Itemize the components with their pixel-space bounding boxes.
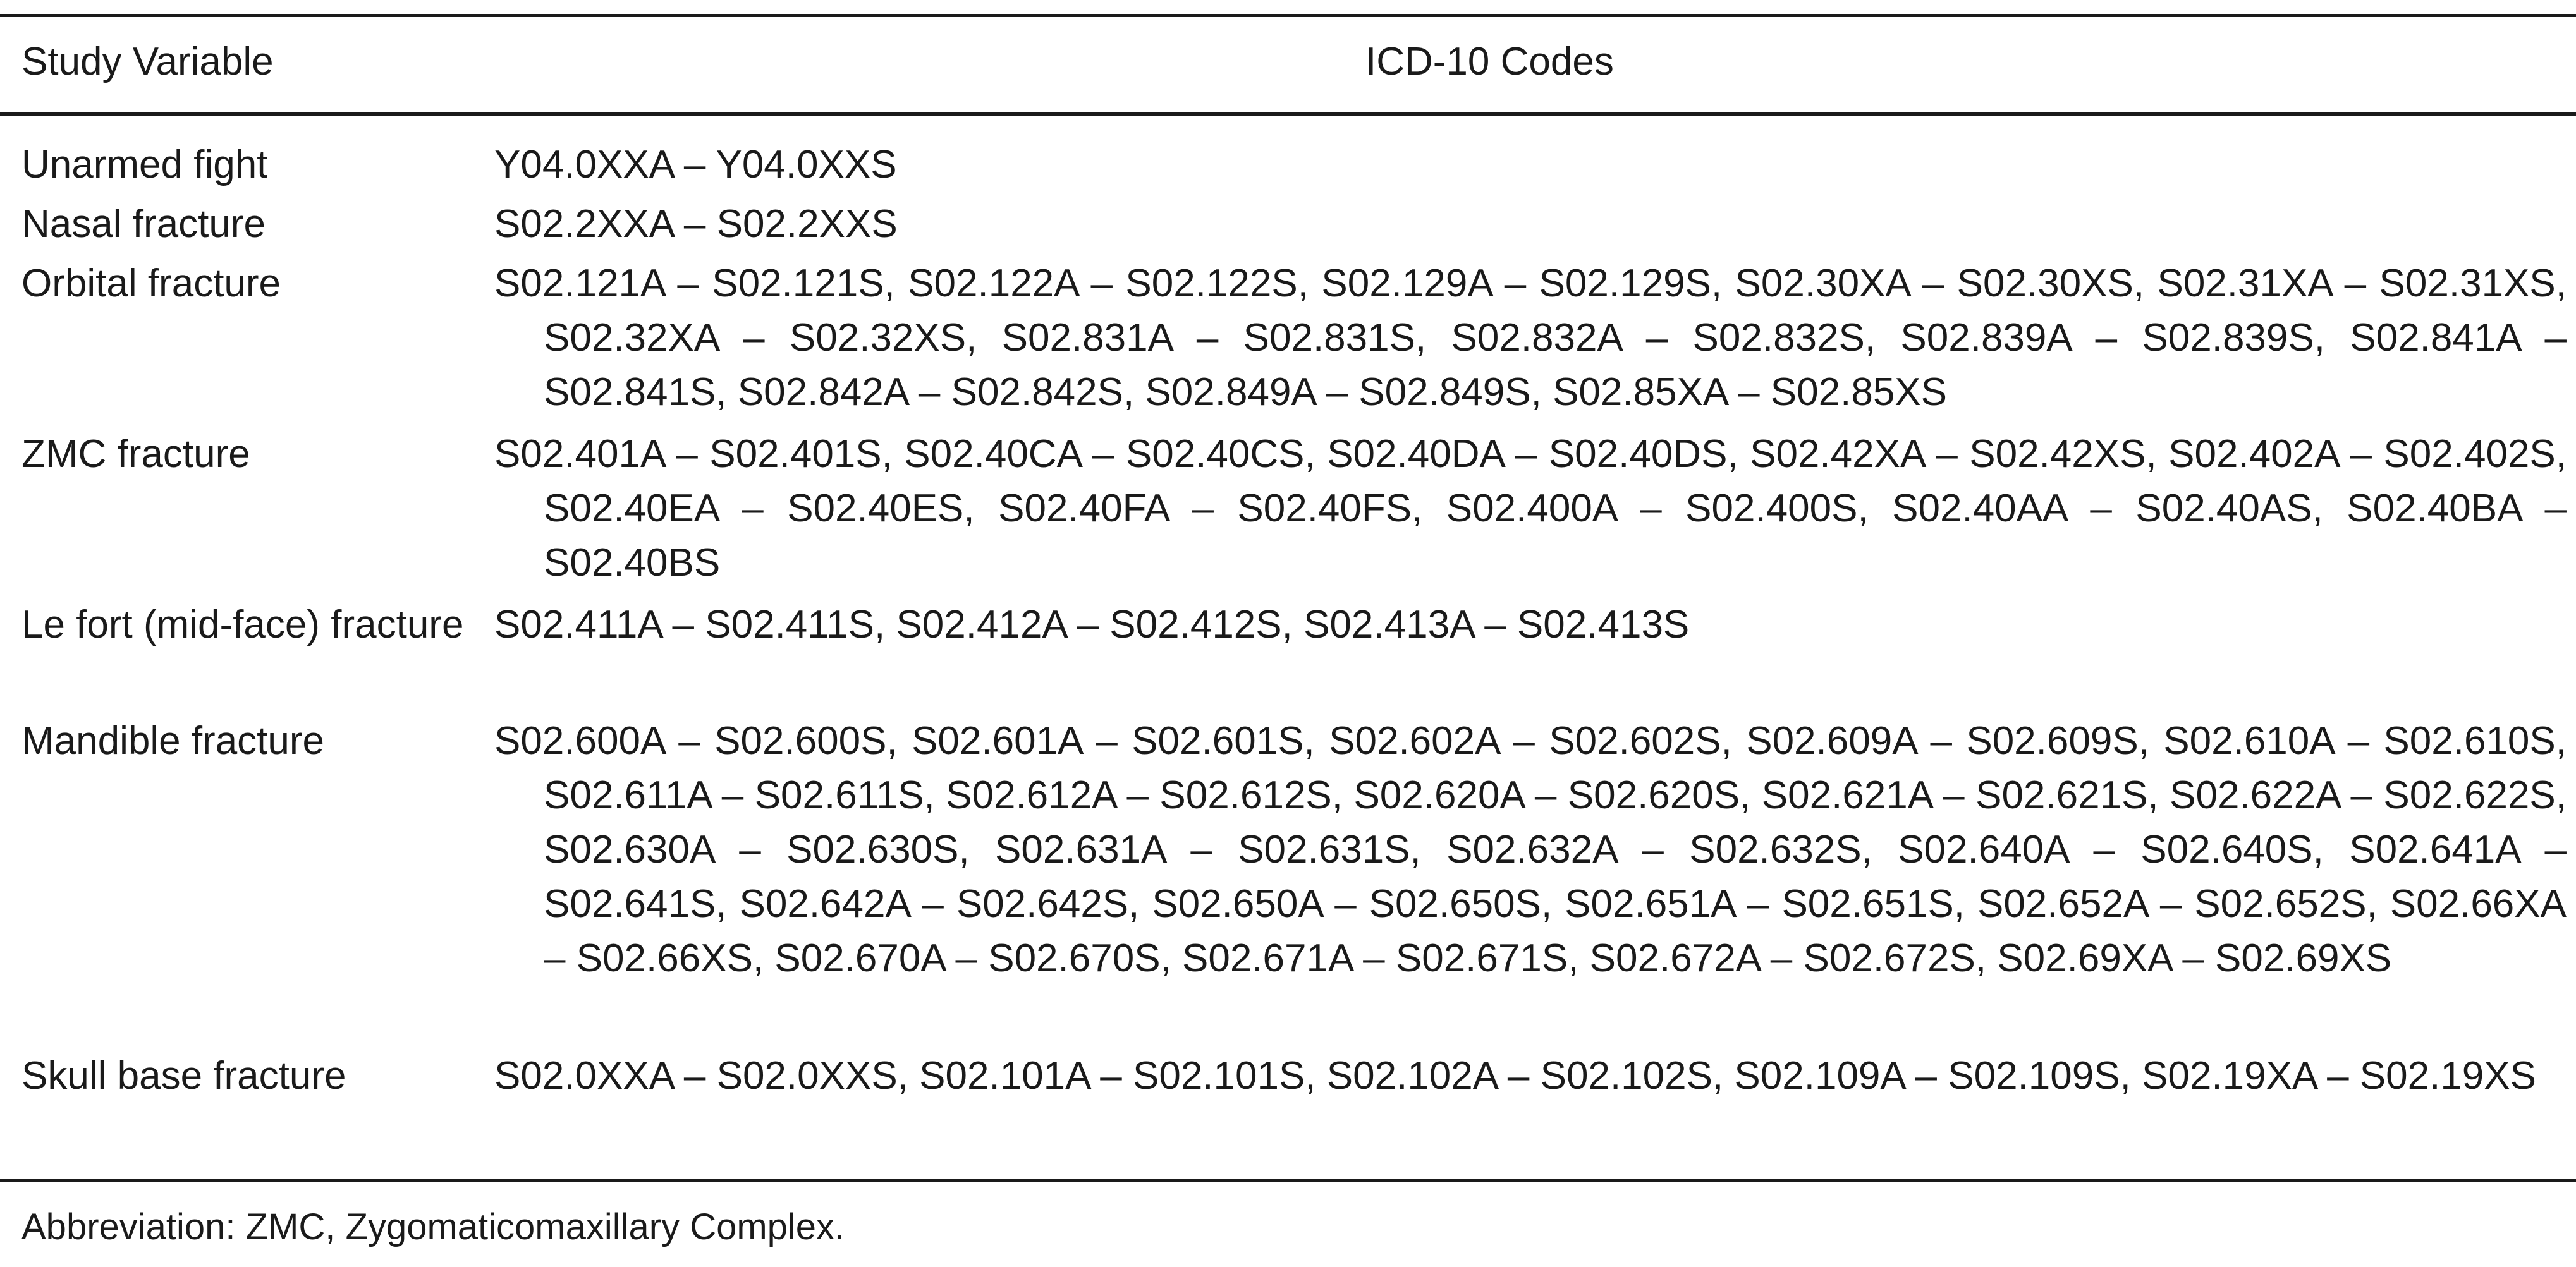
study-variable-cell: Orbital fracture [21, 262, 281, 305]
header-icd-codes: ICD-10 Codes [1365, 40, 1614, 83]
study-variable-cell: ZMC fracture [21, 432, 250, 476]
study-variable-cell: Mandible fracture [21, 719, 325, 763]
header-study-variable: Study Variable [21, 40, 274, 83]
table-header-rule [0, 112, 2576, 116]
table-bottom-rule [0, 1179, 2576, 1182]
table-top-rule [0, 14, 2576, 17]
study-variable-cell: Unarmed fight [21, 143, 268, 186]
icd-codes-cell: S02.0XXA – S02.0XXS, S02.101A – S02.101S… [494, 1054, 2536, 1098]
table-footnote: Abbreviation: ZMC, Zygomaticomaxillary C… [21, 1206, 845, 1247]
icd-codes-cell: S02.600A – S02.600S, S02.601A – S02.601S… [494, 719, 2567, 980]
study-variable-cell: Skull base fracture [21, 1054, 346, 1098]
icd-codes-cell: Y04.0XXA – Y04.0XXS [494, 143, 897, 186]
study-variable-cell: Le fort (mid-face) fracture [21, 603, 464, 646]
icd-codes-cell: S02.411A – S02.411S, S02.412A – S02.412S… [494, 603, 1690, 646]
icd-codes-cell: S02.401A – S02.401S, S02.40CA – S02.40CS… [494, 432, 2567, 585]
study-variable-cell: Nasal fracture [21, 202, 266, 246]
icd-codes-cell: S02.121A – S02.121S, S02.122A – S02.122S… [494, 262, 2567, 414]
icd-codes-cell: S02.2XXA – S02.2XXS [494, 202, 898, 246]
